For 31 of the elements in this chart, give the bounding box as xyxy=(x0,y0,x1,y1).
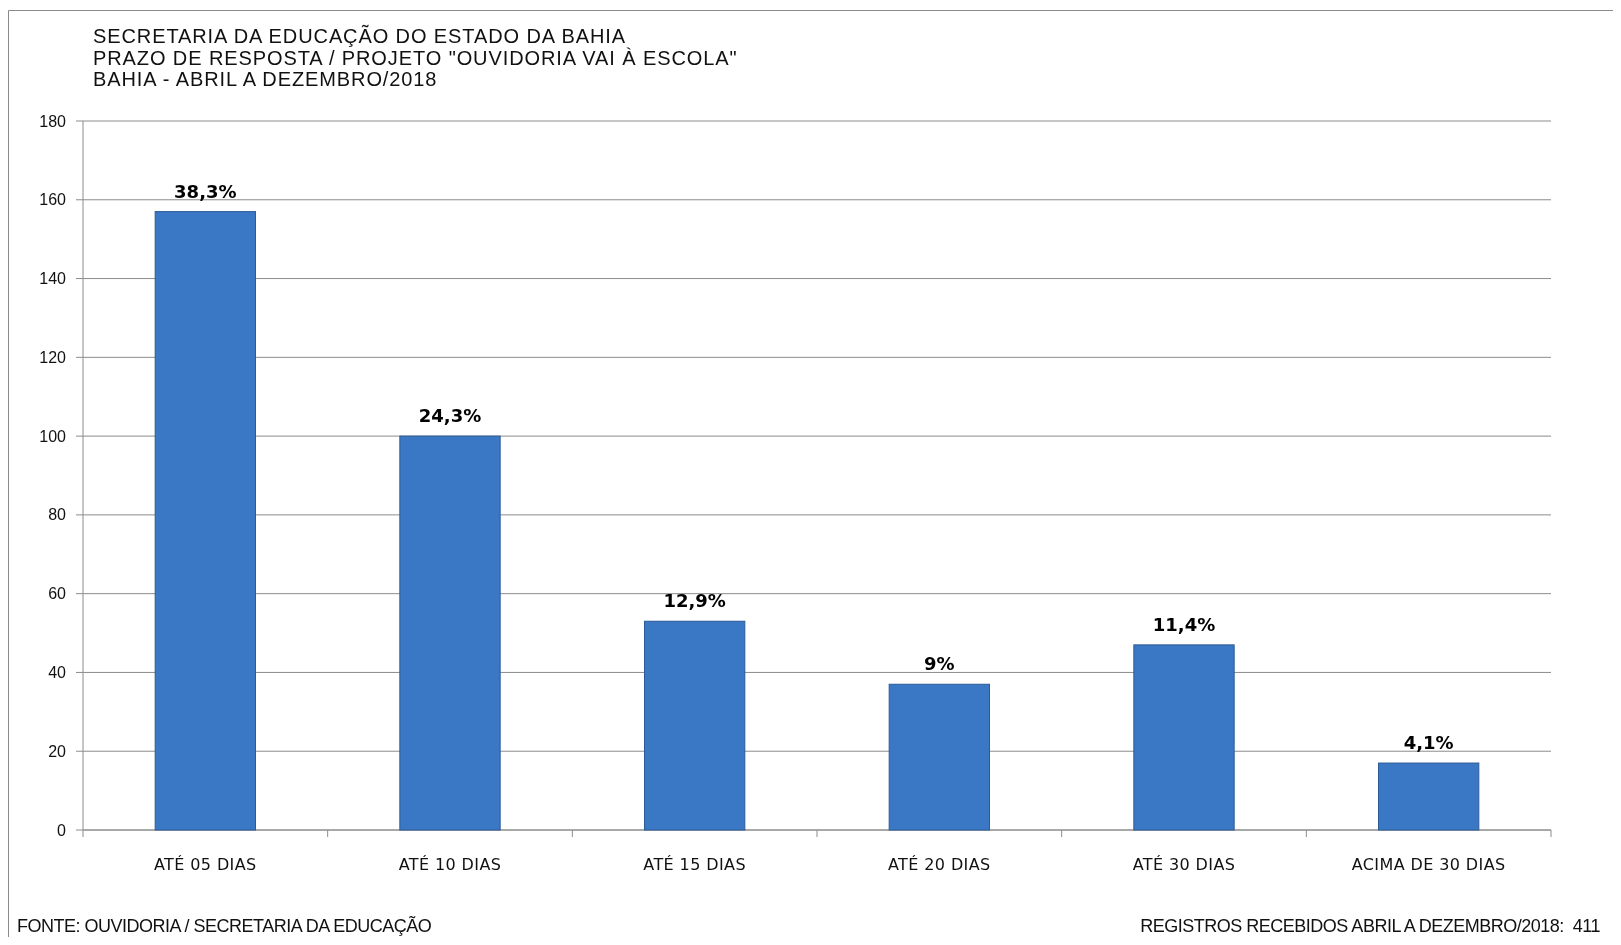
y-tick-label: 100 xyxy=(39,427,67,445)
annotation: 38,3% xyxy=(174,180,237,202)
annotation: 9% xyxy=(924,653,955,675)
bar xyxy=(888,683,990,831)
x-tick-label: ATÉ 10 DIAS xyxy=(398,855,502,874)
x-tick-label: ACIMA DE 30 DIAS xyxy=(1351,855,1506,874)
y-tick-label: 80 xyxy=(48,506,67,524)
y-tick-label: 160 xyxy=(39,191,67,209)
bar xyxy=(1133,644,1235,831)
bar xyxy=(154,211,256,831)
source-note: FONTE: OUVIDORIA / SECRETARIA DA EDUCAÇÃO xyxy=(17,915,432,936)
annotation: 12,9% xyxy=(663,590,726,612)
y-tick-label: 120 xyxy=(39,348,67,366)
text: REGISTROS RECEBIDOS ABRIL A DEZEMBRO/2018: 411 xyxy=(1140,916,1601,936)
x-tick-label: ATÉ 05 DIAS xyxy=(154,855,257,874)
y-tick-label: 180 xyxy=(39,112,67,130)
chart-title: SECRETARIA DA EDUCAÇÃO DO ESTADO DA BAHIA PRAZO DE RESPOSTA / PROJETO "OUVIDORIA VAI À ESCOLA" BAHIA - ABRIL A DEZEMBRO/2018 xyxy=(93,24,738,90)
y-tick-label: 0 xyxy=(57,821,67,839)
bar xyxy=(644,620,746,831)
x-tick-label: ATÉ 15 DIAS xyxy=(643,855,746,874)
y-tick-label: 140 xyxy=(39,270,67,288)
bar xyxy=(1378,762,1480,831)
annotation: 11,4% xyxy=(1152,613,1216,635)
bar xyxy=(399,435,501,831)
x-tick-label: ATÉ 20 DIAS xyxy=(888,855,991,874)
y-tick-label: 40 xyxy=(48,664,67,682)
y-tick-label: 60 xyxy=(48,585,67,603)
y-tick-label: 20 xyxy=(48,742,67,760)
annotation: 24,3% xyxy=(418,405,482,427)
x-tick-label: ATÉ 30 DIAS xyxy=(1132,855,1236,874)
annotation: 4,1% xyxy=(1403,732,1454,754)
